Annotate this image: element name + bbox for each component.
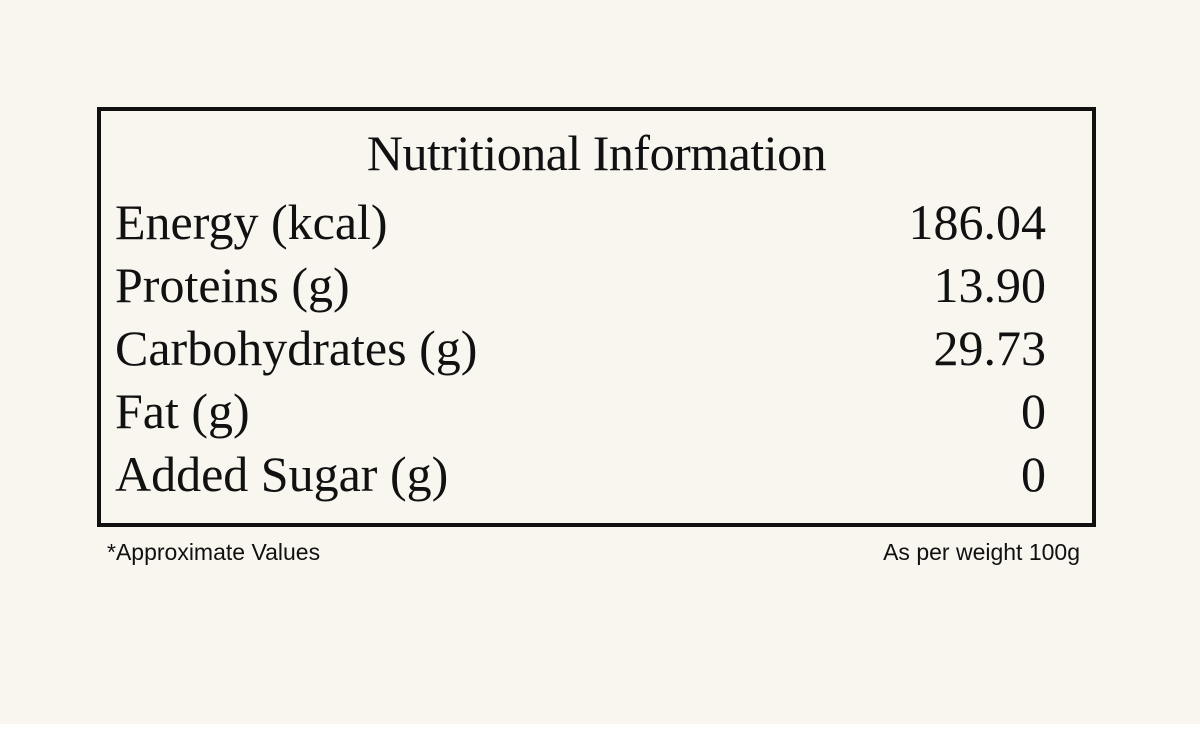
nutrient-value: 13.90 — [933, 257, 1047, 313]
nutrition-row-energy: Energy (kcal) 186.04 — [115, 191, 1046, 254]
weight-basis-note: As per weight 100g — [883, 539, 1080, 565]
nutrient-value: 0 — [1021, 383, 1046, 439]
nutrient-label: Proteins (g) — [115, 257, 350, 313]
nutrition-row-fat: Fat (g) 0 — [115, 380, 1046, 443]
panel-title: Nutritional Information — [366, 125, 827, 181]
nutrition-panel: Nutritional Information Energy (kcal) 18… — [97, 107, 1096, 527]
nutrient-value: 0 — [1021, 446, 1046, 502]
nutrient-label: Carbohydrates (g) — [115, 320, 478, 376]
nutrient-label: Energy (kcal) — [115, 194, 388, 250]
nutrient-label: Fat (g) — [115, 383, 250, 439]
nutrient-value: 29.73 — [933, 320, 1047, 376]
nutrient-value: 186.04 — [908, 194, 1047, 250]
nutrition-table: Energy (kcal) 186.04 Proteins (g) 13.90 … — [115, 191, 1046, 506]
approximate-values-note: *Approximate Values — [107, 539, 321, 565]
nutrition-row-carbohydrates: Carbohydrates (g) 29.73 — [115, 317, 1046, 380]
nutrition-row-added-sugar: Added Sugar (g) 0 — [115, 443, 1046, 506]
nutrition-row-proteins: Proteins (g) 13.90 — [115, 254, 1046, 317]
nutrient-label: Added Sugar (g) — [115, 446, 449, 502]
